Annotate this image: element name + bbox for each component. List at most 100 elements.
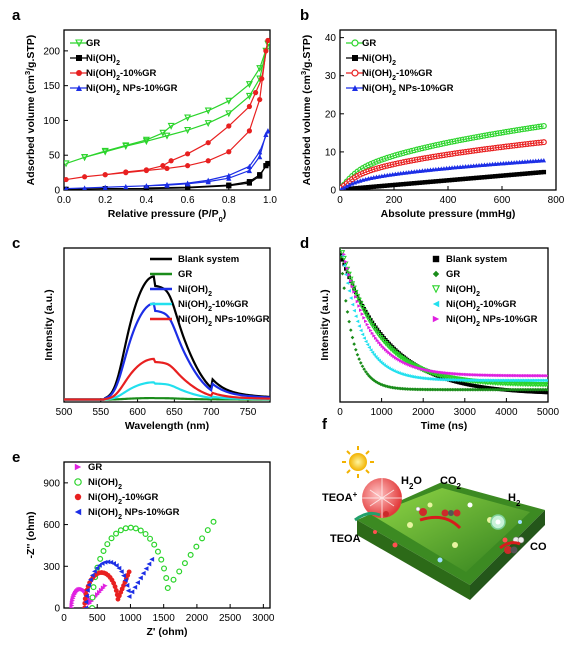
impedance-point	[147, 535, 154, 542]
x-axis-label: Z' (ohm)	[147, 626, 188, 638]
decay-point	[342, 286, 346, 290]
impedance-point	[151, 541, 158, 548]
data-point	[263, 48, 269, 54]
impedance-point	[113, 530, 120, 537]
decay-point	[408, 374, 413, 379]
decay-point	[367, 325, 371, 330]
impedance-point	[85, 587, 90, 593]
y-tick-label: 150	[43, 81, 60, 92]
x-tick-label: 650	[166, 407, 183, 418]
x-tick-label: 0.4	[139, 195, 153, 206]
decay-point	[368, 328, 373, 333]
impedance-point	[87, 577, 93, 583]
plot-area	[69, 518, 217, 608]
data-point	[184, 127, 192, 135]
x-tick-label: 0.0	[57, 195, 71, 206]
series-a-2	[64, 37, 270, 183]
legend-label: Ni(OH)2 NPs-10%GR	[86, 83, 178, 97]
data-point	[122, 142, 130, 150]
panel-label-a: a	[12, 7, 21, 24]
x-tick-label: 0.2	[98, 195, 112, 206]
data-point	[226, 123, 232, 129]
impedance-point	[95, 592, 100, 597]
legend-label: Ni(OH)2	[446, 284, 480, 298]
data-point	[185, 180, 191, 186]
legend-marker	[74, 493, 82, 501]
x-tick-label: 0	[337, 407, 343, 418]
legend-label: GR	[178, 269, 192, 280]
impedance-point	[143, 566, 149, 572]
decay-point	[359, 300, 363, 305]
decay-point	[427, 376, 431, 381]
impedance-point	[138, 575, 143, 581]
legend-label: Ni(OH)2	[178, 284, 212, 298]
decay-point	[366, 317, 372, 323]
series-b-2	[340, 139, 547, 190]
decay-point	[340, 255, 343, 259]
x-tick-label: 1000	[119, 613, 142, 624]
decay-point	[356, 297, 362, 304]
catalyst-slab-icon	[357, 482, 545, 600]
decay-point	[357, 304, 361, 308]
decay-point	[385, 384, 390, 389]
x-axis-label: Absolute pressure (mmHg)	[381, 208, 516, 220]
co-molecule-icon	[504, 546, 518, 554]
decay-point	[418, 376, 423, 380]
decay-point	[345, 266, 350, 271]
legend-marker	[432, 270, 440, 278]
impedance-point	[121, 573, 126, 579]
decay-point	[352, 290, 356, 294]
decay-point	[367, 315, 371, 320]
decay-point	[361, 308, 367, 314]
x-tick-label: 200	[386, 195, 403, 206]
x-tick-label: 2000	[412, 407, 435, 418]
decay-point	[544, 382, 548, 388]
series-c-0	[64, 275, 270, 401]
legend-label: Ni(OH)2 NPs-10%GR	[88, 507, 180, 521]
x-tick-label: 0	[61, 613, 67, 624]
plot-frame	[63, 461, 271, 609]
impedance-point	[132, 525, 139, 532]
decay-point	[372, 352, 376, 357]
emission-curve	[64, 275, 270, 401]
teoa-oxidation-arrow-icon	[354, 511, 381, 522]
decay-point	[344, 299, 348, 303]
impedance-point	[140, 570, 146, 576]
data-point	[143, 167, 149, 173]
data-point	[226, 149, 232, 155]
panel-e: e 0 500 1000 1500 2000 2500 3000 0 300 600 900 Z' (o…	[12, 449, 275, 638]
legend-marker	[76, 85, 82, 91]
decay-point	[420, 376, 425, 380]
data-point	[123, 183, 129, 190]
decay-point	[358, 301, 364, 307]
impedance-point	[126, 594, 132, 599]
data-point	[226, 172, 232, 178]
decay-point	[349, 281, 356, 287]
impedance-point	[89, 594, 96, 601]
decay-point	[395, 386, 400, 391]
decay-point	[357, 357, 361, 361]
isotherm-line	[341, 159, 544, 190]
impedance-point	[149, 556, 155, 562]
data-point	[184, 114, 192, 122]
decay-point	[370, 350, 375, 355]
data-point	[204, 107, 212, 115]
impedance-point	[105, 559, 111, 565]
data-point	[164, 165, 170, 172]
data-point	[263, 131, 269, 137]
decay-point	[371, 325, 377, 332]
decay-point	[423, 376, 428, 381]
impedance-point	[97, 562, 102, 568]
legend-marker	[76, 70, 82, 76]
plot-area	[340, 248, 548, 395]
decay-point	[368, 320, 374, 326]
legend-marker	[432, 300, 440, 308]
legend-label: Ni(OH)2-10%GR	[88, 492, 159, 506]
data-point	[205, 177, 211, 183]
x-tick-label: 400	[440, 195, 457, 206]
impedance-point	[176, 568, 183, 575]
legend-label: GR	[88, 462, 102, 473]
decay-point	[340, 258, 345, 262]
decay-point	[407, 374, 411, 378]
